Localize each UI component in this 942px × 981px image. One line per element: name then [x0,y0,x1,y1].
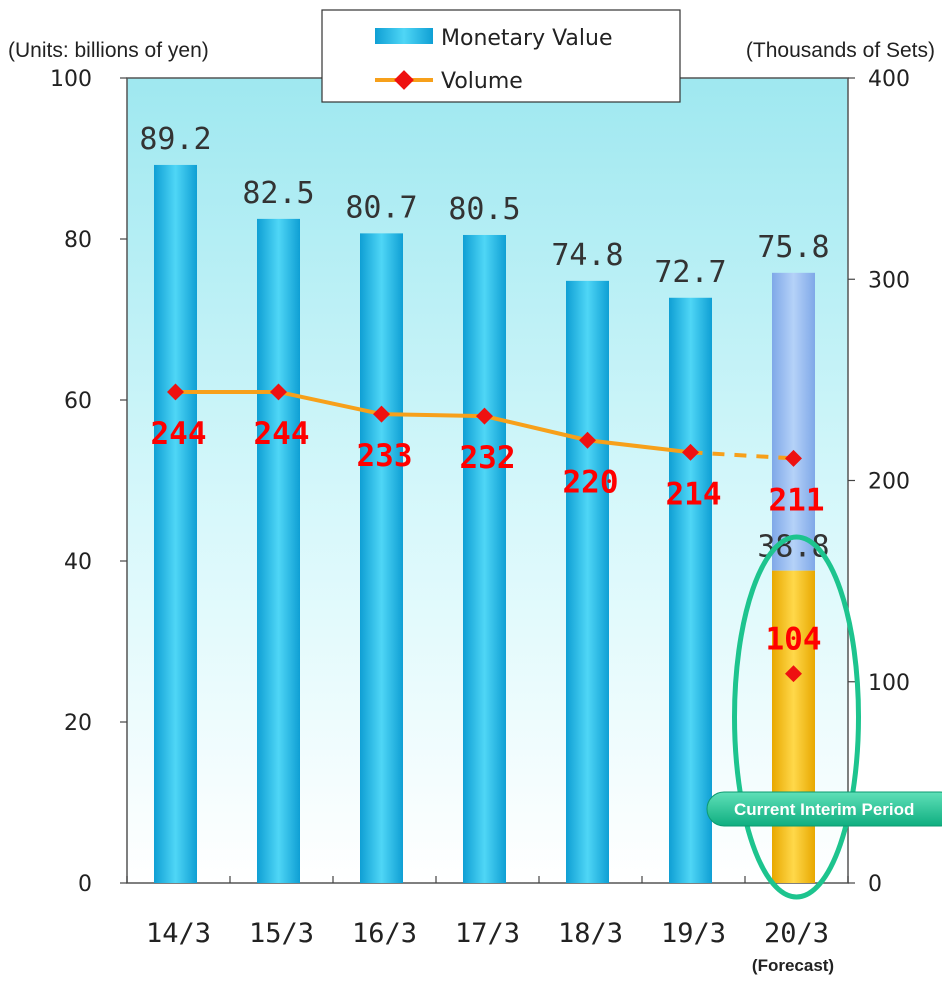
interim-badge [706,791,942,827]
bar [154,164,197,883]
interim-volume-label: 104 [766,622,822,658]
volume-value-label: 214 [666,476,722,512]
left-axis-tick-label: 60 [64,389,92,414]
bar [360,233,403,884]
legend-bar-swatch [375,28,433,44]
axes: 0 20 40 60 80 100 0 100 200 300 400 14/3 15/3 16/3 17/… [50,67,910,949]
volume-line-dashed [690,450,794,461]
x-axis-tick-label: 17/3 [455,918,520,949]
left-axis-tick-label: 20 [64,711,92,736]
interim-badge-label: Current Interim Period [734,800,914,819]
left-axis-tick-label: 40 [64,550,92,575]
value-labels: 89.2 82.5 80.7 80.5 74.8 72.7 75.8 244 244 233 232… [139,122,829,658]
volume-line-solid [175,389,691,455]
volume-marker [476,407,493,425]
bar-value-label: 75.8 [757,230,829,265]
right-axis-unit-label: (Thousands of Sets) [746,39,935,62]
bar-interim [772,570,815,883]
legend-box [321,9,681,103]
bar-value-label: 80.5 [448,192,520,227]
bar-value-label: 74.8 [551,238,623,273]
x-axis-tick-label: 14/3 [146,918,211,949]
left-axis-tick-label: 0 [78,872,92,897]
x-axis-tick-label: 16/3 [352,918,417,949]
legend-label-volume: Volume [441,69,523,94]
bar [257,218,300,883]
bar [463,234,506,884]
legend-marker-icon [394,70,414,90]
volume-line [167,383,802,683]
volume-value-label: 233 [357,438,413,474]
volume-value-label: 211 [769,482,825,518]
volume-marker [579,431,596,449]
x-axis-tick-label: 18/3 [558,918,623,949]
volume-marker [167,383,184,401]
interim-highlight: Current Interim Period [706,534,942,900]
right-axis-tick-label: 300 [868,268,910,293]
right-axis-tick-label: 400 [868,67,910,92]
x-axis-tick-label: 15/3 [249,918,314,949]
volume-marker [270,383,287,401]
interim-volume-marker [785,665,802,683]
x-axis-tick-label: 20/3 [764,918,829,949]
left-axis-tick-label: 100 [50,67,92,92]
right-axis-tick-label: 0 [868,872,882,897]
volume-marker [682,443,699,461]
bar-value-label: 82.5 [242,176,314,211]
bar-value-label: 72.7 [654,255,726,290]
right-axis-tick-label: 200 [868,470,910,495]
x-axis-tick-label: 19/3 [661,918,726,949]
bar-value-label: 89.2 [139,122,211,157]
bar [566,280,609,883]
volume-value-label: 244 [151,416,207,452]
volume-value-label: 244 [254,416,310,452]
legend-label-monetary-value: Monetary Value [441,26,613,51]
left-axis-unit-label: (Units: billions of yen) [8,39,209,62]
bars [154,164,815,884]
volume-marker [785,449,802,467]
right-axis-tick-label: 100 [868,671,910,696]
volume-value-label: 220 [563,464,619,500]
interim-highlight-ellipse [732,534,861,900]
volume-value-label: 232 [460,440,516,476]
legend: Monetary Value Volume [321,9,681,103]
bar-value-label: 80.7 [345,190,417,225]
bar [669,297,712,883]
volume-marker [373,405,390,423]
bar-forecast [772,272,815,571]
left-axis-tick-label: 80 [64,228,92,253]
forecast-note: (Forecast) [752,956,834,975]
